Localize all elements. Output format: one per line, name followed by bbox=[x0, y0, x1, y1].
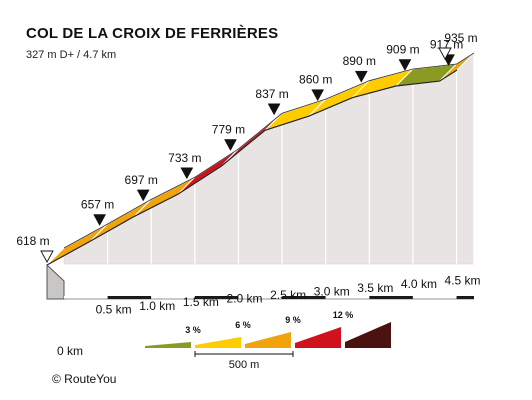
distance-tick-label: 0.5 km bbox=[96, 302, 132, 316]
profile-front-edge bbox=[46, 69, 458, 266]
summit-marker bbox=[40, 250, 54, 263]
distance-tick-label: 4.5 km bbox=[445, 274, 481, 288]
gradient-legend: 3 % 6 % 9 % 12 % 500 m bbox=[145, 310, 391, 371]
legend-swatch bbox=[245, 332, 291, 348]
base-stripe bbox=[369, 296, 413, 299]
legend-swatch bbox=[195, 337, 241, 348]
profile-start-block bbox=[46, 263, 65, 300]
elevation-label: 935 m bbox=[444, 31, 477, 45]
elevation-label: 890 m bbox=[343, 54, 376, 68]
elevation-label: 779 m bbox=[212, 122, 245, 136]
routeyou-credit: © RouteYou bbox=[52, 372, 117, 386]
base-stripe bbox=[282, 296, 326, 299]
elevation-marker bbox=[136, 189, 150, 202]
base-stripe bbox=[325, 296, 370, 299]
distance-tick-label: 3.5 km bbox=[357, 281, 393, 295]
distance-tick-label: 4.0 km bbox=[401, 277, 437, 291]
elevation-label: 917 m bbox=[430, 38, 463, 52]
elevation-marker bbox=[224, 139, 237, 151]
legend-swatch bbox=[295, 327, 341, 348]
base-stripe bbox=[151, 296, 195, 299]
elevation-marker bbox=[180, 167, 194, 180]
profile-base bbox=[46, 263, 474, 300]
elevation-marker bbox=[398, 59, 412, 72]
elevation-marker bbox=[93, 214, 107, 227]
legend-label: 3 % bbox=[185, 325, 201, 335]
base-stripe bbox=[456, 296, 474, 299]
scale-bar-label: 500 m bbox=[229, 359, 260, 371]
elevation-marker bbox=[311, 89, 325, 102]
distance-axis: 0 km 0.5 km 1.0 km 1.5 km 2.0 km 2.5 km 3.0 km… bbox=[57, 274, 481, 358]
elevation-marker bbox=[267, 103, 281, 116]
elevation-label: 697 m bbox=[125, 173, 158, 187]
elevation-label: 860 m bbox=[299, 73, 332, 87]
legend-label: 6 % bbox=[235, 320, 251, 330]
profile-top-surface bbox=[46, 52, 475, 266]
chart-subtitle: 327 m D+ / 4.7 km bbox=[26, 49, 117, 61]
elevation-marker bbox=[354, 70, 368, 83]
legend-swatch bbox=[145, 342, 191, 348]
base-stripe bbox=[64, 296, 108, 299]
distance-tick-label: 1.0 km bbox=[139, 299, 175, 313]
legend-label: 9 % bbox=[285, 315, 301, 325]
elevation-markers: 618 m 657 m 697 m 733 m 779 m 837 m 860 m 890 m… bbox=[16, 31, 478, 263]
distance-tick-label: 2.0 km bbox=[226, 292, 262, 306]
chart-title: COL DE LA CROIX DE FERRIÈRES bbox=[26, 25, 279, 42]
summit-marker bbox=[438, 47, 452, 60]
elevation-label: 657 m bbox=[81, 198, 114, 212]
distance-tick-label: 3.0 km bbox=[314, 284, 350, 298]
distance-tick-label: 2.5 km bbox=[270, 288, 306, 302]
elevation-label: 837 m bbox=[255, 87, 288, 101]
base-stripe bbox=[194, 296, 239, 299]
distance-tick-label: 0 km bbox=[57, 344, 83, 358]
legend-swatch bbox=[345, 322, 391, 348]
base-stripe bbox=[107, 296, 152, 299]
profile-back-edge bbox=[63, 52, 475, 249]
elevation-label: 733 m bbox=[168, 151, 201, 165]
legend-label: 12 % bbox=[333, 310, 354, 320]
base-stripe bbox=[412, 296, 457, 299]
elevation-label: 909 m bbox=[386, 42, 419, 56]
base-stripe bbox=[238, 296, 283, 299]
elevation-label: 618 m bbox=[16, 234, 49, 248]
distance-tick-label: 1.5 km bbox=[183, 295, 219, 309]
